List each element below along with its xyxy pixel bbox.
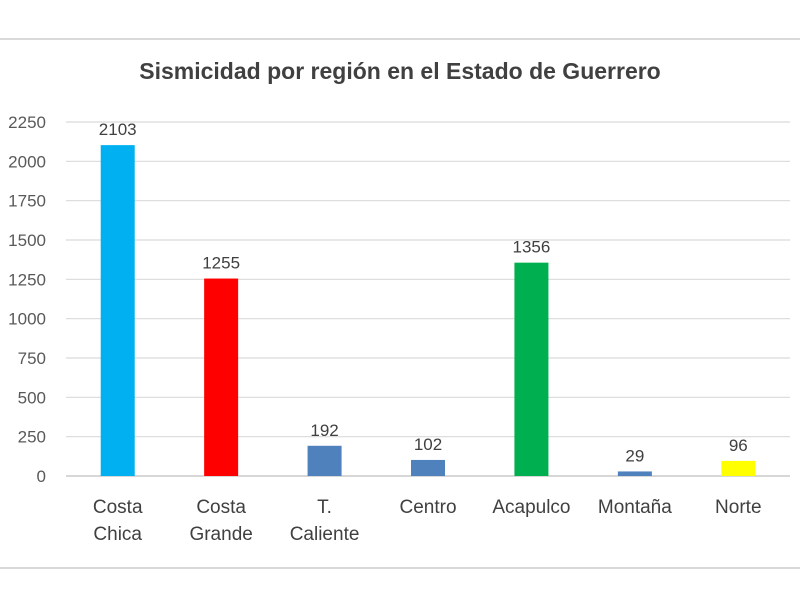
y-tick-label: 0: [37, 467, 46, 486]
y-tick-label: 500: [18, 388, 46, 407]
bar: [514, 262, 549, 476]
data-label: 102: [414, 435, 442, 454]
y-tick-label: 1000: [8, 310, 46, 329]
x-tick-label: Caliente: [290, 524, 360, 545]
y-tick-label: 1750: [8, 192, 46, 211]
data-label: 192: [310, 421, 338, 440]
bar: [204, 278, 239, 476]
data-label: 96: [729, 436, 748, 455]
bar: [411, 459, 445, 476]
y-tick-label: 1250: [8, 270, 46, 289]
y-tick-label: 250: [18, 428, 46, 447]
x-tick-label: Montaña: [598, 497, 672, 518]
data-label: 1356: [513, 238, 551, 257]
x-tick-label: T.: [317, 497, 332, 518]
x-tick-label: Acapulco: [492, 497, 570, 518]
x-tick-label: Grande: [189, 524, 252, 545]
y-tick-label: 2000: [8, 152, 46, 171]
data-label: 2103: [99, 120, 137, 139]
data-label: 1255: [202, 254, 240, 273]
x-tick-label: Costa: [93, 497, 143, 518]
x-tick-label: Costa: [196, 497, 246, 518]
x-tick-label: Norte: [715, 497, 761, 518]
chart-title: Sismicidad por región en el Estado de Gu…: [139, 58, 661, 84]
top-border: [0, 38, 800, 40]
bottom-border: [0, 567, 800, 569]
bar: [100, 145, 135, 477]
bar: [721, 460, 756, 476]
y-tick-label: 750: [18, 349, 46, 368]
y-tick-label: 2250: [8, 113, 46, 132]
x-tick-label: Centro: [399, 497, 456, 518]
y-tick-label: 1500: [8, 231, 46, 250]
x-tick-label: Chica: [93, 524, 142, 545]
data-label: 29: [625, 446, 644, 465]
bar: [307, 445, 342, 476]
bar: [617, 471, 652, 476]
